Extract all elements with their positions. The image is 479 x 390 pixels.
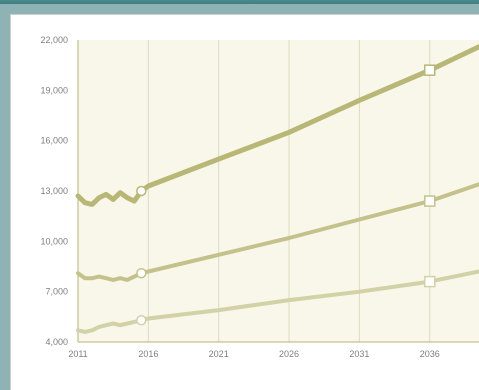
data-point-marker [136, 267, 147, 279]
x-tick-labels: 2011 2016 2021 2026 2031 2036 [68, 349, 439, 359]
projection-point-marker [424, 64, 436, 76]
projection-point-marker [424, 195, 436, 207]
y-tick-label: 19,000 [40, 85, 68, 95]
series-line-3 [76, 269, 479, 334]
series-line-2 [76, 182, 479, 282]
x-tick-label: 2026 [279, 349, 299, 359]
series-line-1 [75, 44, 479, 207]
x-tick-label: 2031 [349, 349, 369, 359]
series-lines [75, 44, 479, 334]
x-tick-label: 2016 [138, 349, 158, 359]
data-point-marker [136, 185, 147, 197]
data-point-marker [136, 314, 147, 326]
y-tick-label: 10,000 [40, 236, 68, 246]
projection-point-marker [424, 275, 436, 288]
y-tick-label: 4,000 [45, 337, 68, 347]
x-tick-label: 2021 [209, 349, 229, 359]
x-tick-label: 2011 [68, 349, 87, 359]
x-tick-label: 2036 [420, 349, 440, 359]
y-tick-label: 7,000 [45, 287, 68, 297]
y-tick-label: 13,000 [40, 186, 68, 196]
y-tick-label: 16,000 [40, 136, 68, 146]
y-tick-labels: 22,000 19,000 16,000 13,000 10,000 7,000 4,000 [40, 35, 68, 347]
y-tick-label: 22,000 [40, 35, 68, 45]
series-markers [136, 64, 436, 326]
